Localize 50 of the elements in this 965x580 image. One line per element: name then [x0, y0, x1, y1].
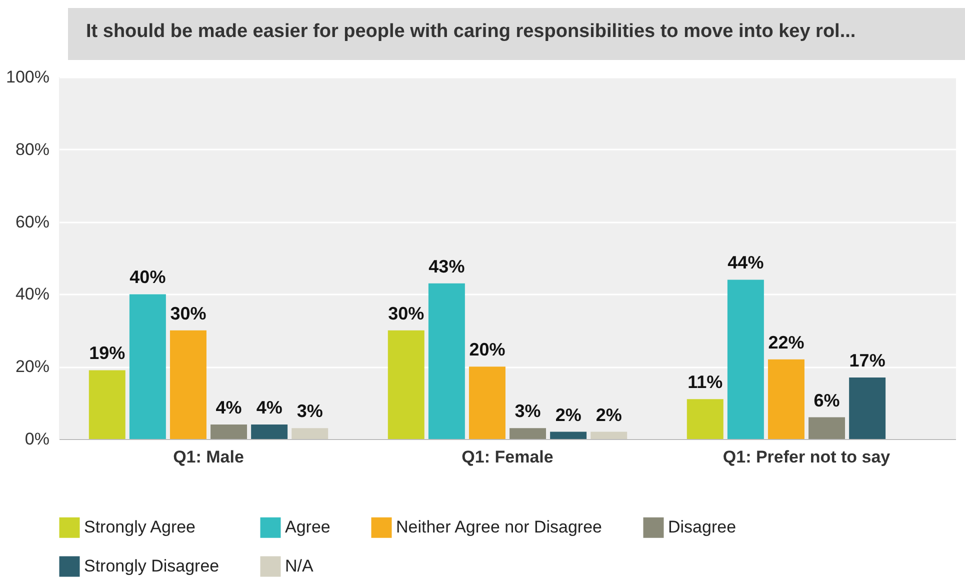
bar [468, 366, 506, 439]
data-label: 11% [688, 372, 723, 392]
bar [808, 417, 846, 439]
data-label: 2% [555, 404, 582, 425]
legend-label: Neither Agree nor Disagree [396, 518, 602, 537]
y-tick-label: 40% [15, 284, 50, 304]
data-label: 6% [814, 390, 840, 410]
bar [210, 424, 248, 439]
data-label: 30% [388, 303, 424, 324]
bar [428, 283, 465, 439]
y-tick-label: 80% [15, 140, 50, 159]
legend-label: N/A [285, 556, 314, 576]
data-label: 19% [89, 343, 126, 364]
legend-label: Disagree [668, 518, 736, 537]
data-label: 22% [768, 332, 804, 352]
bar [686, 399, 724, 439]
bar [388, 330, 424, 439]
bar [768, 359, 804, 439]
y-tick-label: 60% [15, 212, 50, 232]
y-tick-label: 20% [15, 357, 50, 376]
data-label: 30% [170, 303, 206, 324]
chart-title: It should be made easier for people with caring responsibilities to move into key rol... [68, 8, 965, 60]
bar [849, 377, 886, 439]
y-tick-label: 0% [24, 430, 50, 448]
legend-label: Strongly Agree [84, 518, 196, 537]
data-label: 40% [130, 267, 166, 288]
data-label: 20% [469, 340, 506, 360]
bar [727, 280, 764, 439]
data-label: 17% [849, 350, 886, 370]
data-label: 44% [728, 252, 764, 273]
bar [251, 424, 288, 439]
data-label: 4% [216, 398, 242, 418]
x-tick-label: Q1: Prefer not to say [722, 448, 891, 466]
bar [129, 294, 166, 439]
data-label: 3% [296, 401, 323, 422]
bar [590, 432, 628, 439]
bar [510, 428, 546, 439]
x-tick-label: Q1: Female [462, 448, 554, 466]
bar [88, 370, 126, 439]
data-label: 4% [256, 398, 282, 418]
x-tick-label: Q1: Male [173, 448, 244, 466]
y-tick-label: 100% [6, 68, 50, 86]
bar [292, 428, 328, 439]
data-label: 43% [428, 256, 465, 276]
legend-label: Agree [285, 518, 330, 537]
data-label: 2% [596, 404, 622, 425]
bar [170, 330, 206, 439]
legend-label: Strongly Disagree [84, 556, 220, 576]
data-label: 3% [514, 401, 541, 422]
bar [550, 432, 587, 439]
